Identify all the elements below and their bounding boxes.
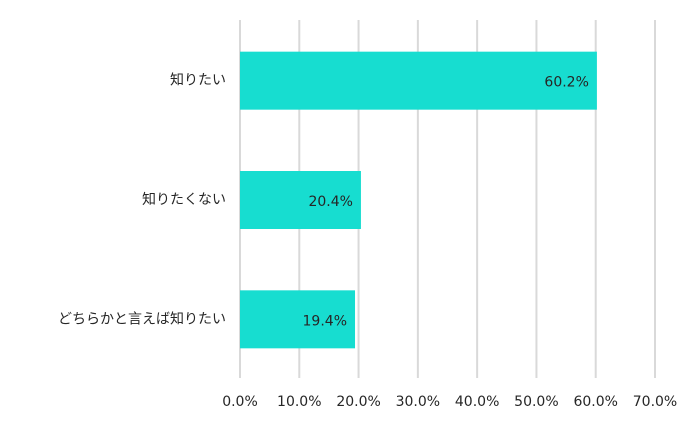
x-tick-label: 50.0% [514,394,558,410]
bar [240,290,356,349]
x-tick-label: 0.0% [222,394,258,410]
bar [240,51,597,110]
x-tick-label: 20.0% [336,394,380,410]
bar [240,171,361,229]
x-tick-label: 70.0% [633,394,677,410]
x-tick-label: 10.0% [277,394,321,410]
value-label: 19.4% [303,313,347,329]
value-label: 20.4% [308,194,352,210]
y-tick-label: 知りたい [170,72,226,89]
x-tick-label: 60.0% [573,394,617,410]
x-tick-label: 30.0% [396,394,440,410]
value-label: 60.2% [544,75,588,91]
y-tick-label: 知りたくない [142,191,226,208]
y-tick-label: どちらかと言えば知りたい [58,310,226,327]
x-tick-label: 40.0% [455,394,499,410]
